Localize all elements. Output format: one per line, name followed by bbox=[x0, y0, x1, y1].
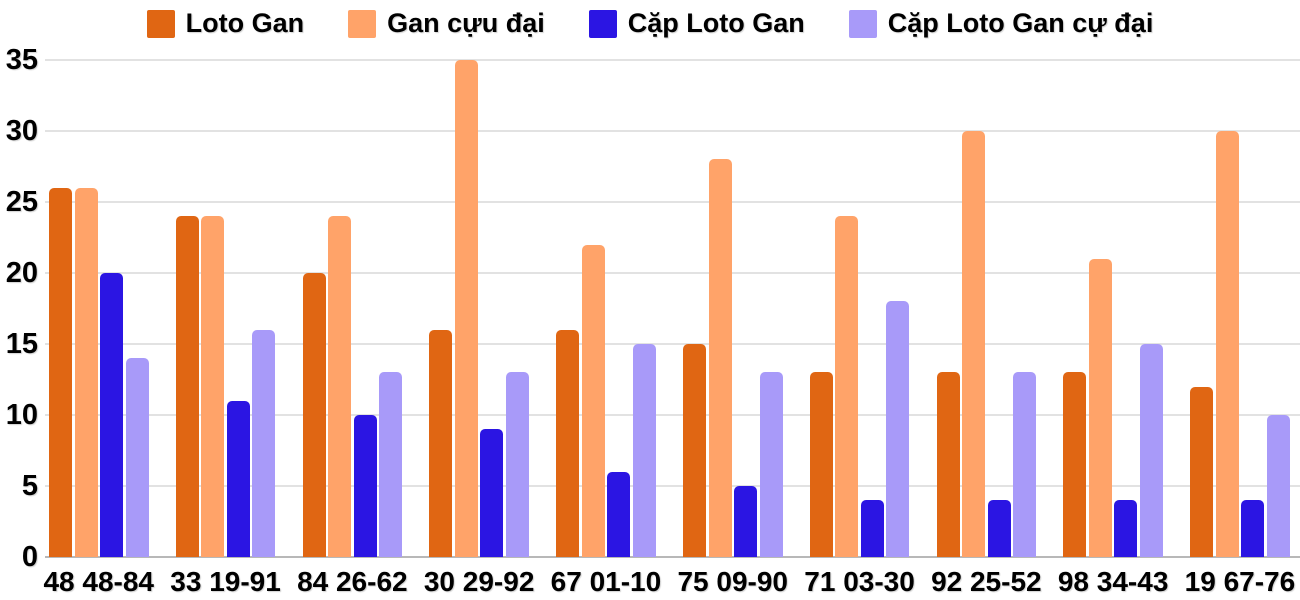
chart-legend: Loto Gan Gan cựu đại Cặp Loto Gan Cặp Loto … bbox=[0, 8, 1300, 39]
gridline bbox=[45, 414, 1300, 416]
legend-item-1: Gan cựu đại bbox=[348, 8, 545, 39]
gridline bbox=[45, 485, 1300, 487]
bar bbox=[1266, 415, 1290, 557]
bar bbox=[708, 159, 732, 557]
x-axis-tick-label: 33 19-91 bbox=[170, 566, 281, 597]
gridline bbox=[45, 343, 1300, 345]
bar bbox=[1215, 131, 1239, 557]
bar bbox=[480, 429, 504, 557]
bar bbox=[353, 415, 377, 557]
bar bbox=[1139, 344, 1163, 557]
legend-label: Cặp Loto Gan cự đại bbox=[887, 8, 1154, 38]
bar bbox=[835, 216, 859, 557]
x-axis-line bbox=[45, 556, 1300, 558]
bar bbox=[556, 329, 580, 557]
bar bbox=[1063, 372, 1087, 557]
bar bbox=[74, 187, 98, 557]
bar bbox=[429, 329, 453, 557]
bar bbox=[379, 372, 403, 557]
bar bbox=[49, 187, 72, 557]
bar bbox=[936, 372, 960, 557]
legend-label: Gan cựu đại bbox=[387, 8, 545, 38]
bar bbox=[454, 60, 478, 557]
legend-swatch-icon bbox=[848, 9, 877, 38]
x-axis-tick-label: 48 48-84 bbox=[43, 566, 155, 597]
bar bbox=[125, 358, 149, 557]
legend-item-3: Cặp Loto Gan cự đại bbox=[848, 8, 1154, 39]
bar bbox=[1241, 500, 1265, 557]
gridline bbox=[45, 59, 1300, 61]
bar bbox=[1013, 372, 1037, 557]
bar bbox=[632, 344, 656, 557]
legend-swatch-icon bbox=[146, 9, 175, 38]
bar bbox=[328, 216, 352, 557]
x-axis-tick-label: 30 29-92 bbox=[423, 566, 535, 597]
bar bbox=[302, 273, 326, 557]
y-axis-tick-label: 35 bbox=[5, 44, 38, 76]
bar bbox=[1088, 258, 1112, 557]
y-axis-tick-label: 25 bbox=[5, 186, 38, 218]
bar bbox=[607, 471, 631, 557]
legend-label: Cặp Loto Gan bbox=[627, 8, 805, 38]
x-axis-tick-label: 19 67-76 bbox=[1184, 566, 1296, 597]
bar bbox=[987, 500, 1011, 557]
legend-swatch-icon bbox=[348, 9, 377, 38]
y-axis-tick-label: 20 bbox=[5, 257, 38, 289]
x-axis-tick-label: 92 25-52 bbox=[931, 566, 1042, 597]
y-axis-tick-label: 0 bbox=[21, 541, 38, 573]
bar bbox=[734, 486, 757, 557]
bar bbox=[100, 273, 123, 557]
y-axis-tick-label: 5 bbox=[21, 470, 38, 502]
legend-label: Loto Gan bbox=[185, 8, 305, 38]
gridline bbox=[45, 201, 1300, 203]
legend-swatch-icon bbox=[588, 9, 617, 38]
x-axis-tick-label: 98 34-43 bbox=[1057, 566, 1169, 597]
bar bbox=[759, 372, 783, 557]
bar bbox=[175, 216, 199, 557]
legend-item-2: Cặp Loto Gan bbox=[588, 8, 805, 39]
bar bbox=[683, 344, 706, 557]
bar bbox=[1190, 386, 1214, 557]
y-axis-tick-label: 10 bbox=[5, 399, 38, 431]
x-axis-tick-label: 75 09-90 bbox=[677, 566, 789, 597]
bar bbox=[505, 372, 529, 557]
bar bbox=[809, 372, 833, 557]
legend-item-0: Loto Gan bbox=[146, 8, 305, 39]
y-axis-tick-label: 15 bbox=[5, 328, 38, 360]
bar bbox=[860, 500, 884, 557]
bar bbox=[252, 329, 276, 557]
bar bbox=[1114, 500, 1138, 557]
x-axis-tick-label: 84 26-62 bbox=[297, 566, 408, 597]
bar bbox=[886, 301, 910, 557]
gridline bbox=[45, 272, 1300, 274]
x-axis-tick-label: 71 03-30 bbox=[804, 566, 915, 597]
bar bbox=[201, 216, 225, 557]
x-axis-tick-label: 67 01-10 bbox=[550, 566, 662, 597]
y-axis-tick-label: 30 bbox=[5, 115, 38, 147]
bar bbox=[962, 131, 986, 557]
bar bbox=[581, 244, 605, 557]
gridline bbox=[45, 130, 1300, 132]
bar bbox=[226, 400, 250, 557]
